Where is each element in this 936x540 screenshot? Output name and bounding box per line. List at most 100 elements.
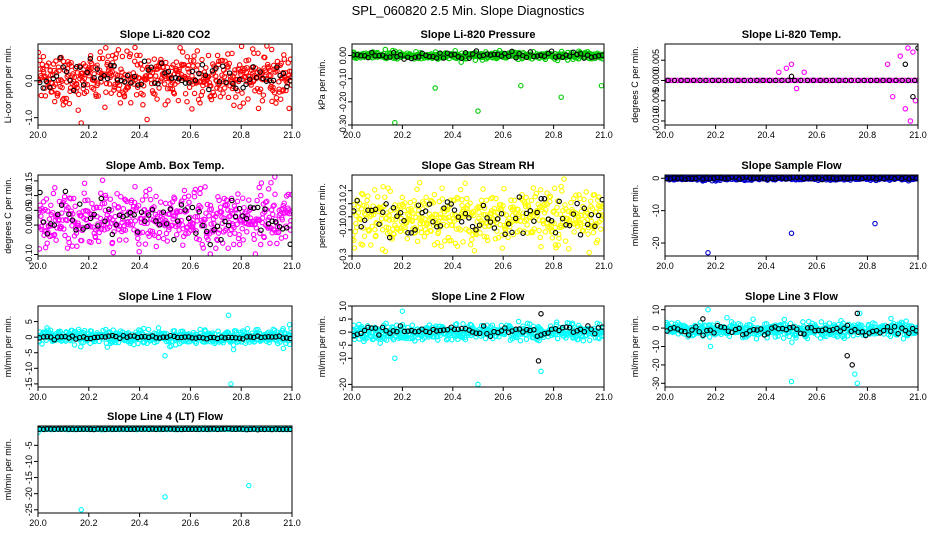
- data-point: [122, 227, 129, 233]
- data-point: [176, 68, 182, 75]
- data-point: [481, 233, 487, 240]
- data-point: [596, 194, 602, 200]
- outlier-point: [801, 69, 807, 76]
- data-point: [221, 85, 228, 91]
- data-point: [498, 211, 505, 217]
- data-point: [280, 345, 287, 352]
- data-point: [46, 216, 53, 222]
- data-point: [682, 328, 688, 335]
- data-point: [102, 334, 109, 340]
- outlier-point: [889, 93, 896, 100]
- data-point: [588, 218, 595, 225]
- y-tick-label: 0.0: [24, 75, 34, 88]
- data-point: [44, 333, 50, 340]
- data-point: [189, 106, 195, 112]
- data-point: [408, 327, 415, 334]
- data-point: [469, 51, 476, 57]
- data-point: [258, 227, 264, 233]
- data-point: [595, 53, 602, 59]
- data-point: [133, 92, 140, 98]
- data-point: [538, 244, 544, 250]
- data-point: [476, 222, 483, 228]
- data-point: [826, 175, 833, 181]
- data-point: [66, 211, 72, 217]
- data-point: [902, 327, 909, 334]
- data-point: [358, 330, 364, 337]
- data-point: [454, 243, 461, 249]
- x-tick-label: 20.6: [494, 392, 512, 402]
- data-point: [355, 210, 362, 216]
- data-point: [725, 328, 732, 334]
- data-point: [380, 183, 386, 190]
- data-point: [352, 208, 357, 214]
- data-point: [124, 334, 130, 341]
- data-point: [73, 227, 79, 233]
- data-point: [437, 327, 443, 334]
- data-point: [120, 206, 127, 212]
- data-point: [48, 202, 54, 209]
- data-point: [754, 175, 761, 181]
- data-point: [378, 215, 385, 222]
- data-point: [818, 319, 825, 325]
- data-point: [412, 54, 418, 60]
- data-point: [203, 64, 209, 71]
- data-point: [185, 66, 191, 72]
- x-tick-label: 20.4: [757, 130, 775, 140]
- data-point: [213, 245, 219, 252]
- data-point: [62, 188, 69, 195]
- data-point: [94, 66, 100, 72]
- data-point: [111, 87, 117, 93]
- data-point: [895, 330, 901, 337]
- data-point: [445, 234, 452, 241]
- data-point: [257, 230, 263, 237]
- data-point: [254, 197, 260, 204]
- data-point: [834, 325, 840, 332]
- data-point: [185, 334, 192, 340]
- data-point: [791, 77, 798, 84]
- data-point: [153, 243, 160, 250]
- data-point: [352, 322, 357, 329]
- data-point: [101, 73, 107, 79]
- data-point: [166, 227, 172, 233]
- data-point: [138, 334, 145, 340]
- data-point: [451, 326, 458, 333]
- data-point: [588, 54, 595, 61]
- data-point: [584, 221, 591, 228]
- data-point: [506, 215, 512, 222]
- data-point: [540, 220, 547, 227]
- data-point: [591, 191, 598, 198]
- data-point: [804, 335, 811, 342]
- data-point: [222, 218, 228, 225]
- outlier-point: [857, 310, 863, 317]
- data-point: [552, 229, 559, 236]
- outlier-point: [558, 94, 564, 100]
- data-point: [383, 54, 389, 60]
- data-point: [810, 77, 817, 84]
- data-point: [812, 328, 818, 334]
- data-point: [194, 48, 201, 54]
- data-point: [665, 77, 671, 84]
- data-point: [279, 216, 286, 223]
- data-point: [417, 225, 424, 231]
- data-point: [453, 321, 460, 327]
- data-point: [42, 244, 49, 251]
- data-point: [505, 329, 512, 335]
- data-point: [247, 204, 254, 210]
- data-point: [888, 315, 894, 322]
- data-point: [101, 200, 108, 207]
- data-point: [577, 232, 584, 238]
- data-point: [38, 223, 44, 230]
- data-point: [423, 194, 429, 201]
- data-point: [208, 206, 215, 212]
- data-point: [214, 223, 221, 230]
- x-tick-label: 21.0: [595, 392, 613, 402]
- y-tick-label: -10: [338, 352, 348, 365]
- data-point: [196, 70, 202, 77]
- data-point: [287, 77, 292, 84]
- data-point: [117, 335, 123, 342]
- data-point: [68, 59, 74, 66]
- data-point: [270, 211, 276, 218]
- data-point: [101, 227, 107, 233]
- data-point: [404, 235, 411, 242]
